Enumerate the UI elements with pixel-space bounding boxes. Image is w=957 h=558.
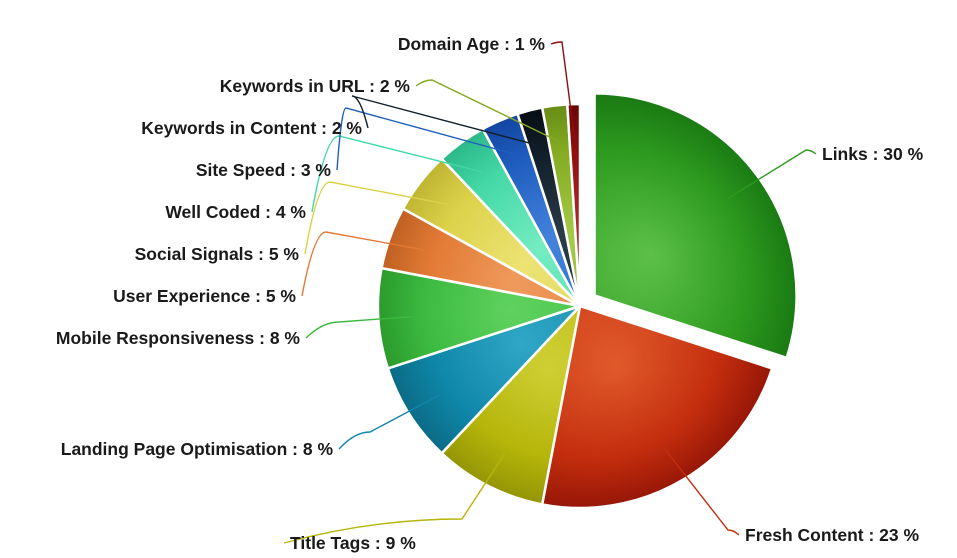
- pie-slice-domain-age: [565, 102, 582, 307]
- leader-line-keywords-in-content: [351, 95, 539, 147]
- leader-line-site-speed: [336, 107, 515, 171]
- slice-label-links: Links : 30 %: [822, 144, 924, 164]
- slice-label-domain-age: Domain Age : 1 %: [398, 34, 546, 54]
- slice-label-social-signals: Social Signals : 5 %: [135, 244, 300, 264]
- leader-line-links: [728, 149, 817, 199]
- slice-label-user-experience: User Experience : 5 %: [113, 286, 296, 306]
- pie-slice-title-tags: [439, 302, 583, 506]
- leader-line-keywords-in-url: [415, 79, 560, 143]
- pie-slice-landing-page-optimisation: [386, 304, 581, 456]
- slice-label-fresh-content: Fresh Content : 23 %: [745, 525, 919, 545]
- pie-slice-fresh-content: [540, 304, 774, 510]
- leader-line-landing-page-optimisation: [338, 394, 441, 450]
- leader-line-social-signals: [304, 181, 450, 255]
- pie-slice-links: [593, 92, 798, 360]
- leader-line-user-experience: [301, 231, 425, 297]
- slice-label-title-tags: Title Tags : 9 %: [290, 533, 416, 553]
- leader-line-title-tags: [283, 453, 506, 544]
- leader-line-well-coded: [311, 135, 483, 213]
- slice-label-landing-page-optimisation: Landing Page Optimisation : 8 %: [61, 439, 334, 459]
- leader-line-domain-age: [550, 41, 576, 141]
- leader-line-mobile-responsiveness: [305, 315, 415, 339]
- slice-label-well-coded: Well Coded : 4 %: [165, 202, 306, 222]
- slice-label-keywords-in-url: Keywords in URL : 2 %: [220, 76, 411, 96]
- leader-line-fresh-content: [663, 448, 740, 536]
- slice-label-site-speed: Site Speed : 3 %: [196, 160, 332, 180]
- slice-label-mobile-responsiveness: Mobile Responsiveness : 8 %: [56, 328, 301, 348]
- slice-label-keywords-in-content: Keywords in Content : 2 %: [141, 118, 362, 138]
